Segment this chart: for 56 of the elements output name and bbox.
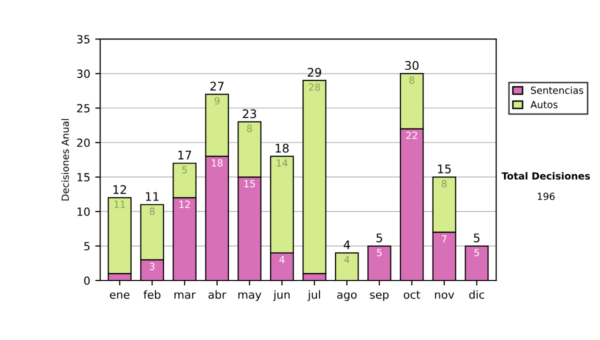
x-tick-label: sep: [370, 292, 389, 301]
y-tick-label: 5: [84, 242, 90, 250]
data-label: 12: [179, 200, 190, 208]
data-label: 28: [308, 83, 320, 91]
total-label: 12: [113, 185, 126, 194]
data-label: 7: [442, 235, 447, 242]
x-tick-label: nov: [435, 292, 454, 299]
data-label: 14: [276, 159, 288, 166]
data-label: 18: [212, 159, 223, 167]
x-tick-label: ene: [110, 292, 130, 299]
y-axis-title: Decisiones Anual: [61, 119, 69, 200]
total-label: 5: [376, 234, 382, 242]
total-label: 29: [308, 68, 322, 77]
text: Total Decisiones: [502, 172, 590, 180]
data-label: 8: [409, 76, 414, 84]
total-label: 18: [276, 144, 289, 153]
y-tick-label: 0: [84, 276, 90, 285]
data-label: 4: [344, 256, 350, 264]
x-tick-label: may: [238, 292, 262, 301]
data-label: 8: [247, 124, 252, 132]
x-tick-label: oct: [404, 290, 420, 299]
y-tick-label: 30: [77, 70, 90, 78]
x-tick-label: abr: [208, 290, 226, 299]
x-tick-label: jun: [273, 290, 290, 301]
legend-label: Autos: [530, 101, 558, 108]
data-label: 15: [244, 180, 255, 188]
data-label: 8: [442, 180, 447, 188]
x-tick-label: mar: [174, 292, 196, 299]
total-label: 4: [344, 240, 350, 250]
data-label: 5: [182, 166, 187, 174]
total-label: 11: [146, 192, 159, 201]
total-label: 27: [210, 82, 224, 90]
x-tick-label: feb: [143, 290, 160, 299]
x-tick-label: dic: [469, 290, 484, 299]
total-label: 5: [474, 234, 480, 242]
x-tick-label: ago: [337, 292, 357, 301]
data-label: 5: [474, 249, 479, 256]
text: 196: [538, 192, 555, 200]
total-label: 15: [438, 164, 451, 174]
y-tick-label: 15: [78, 173, 90, 182]
data-label: 5: [377, 249, 382, 256]
data-label: 3: [150, 262, 154, 270]
y-tick-label: 25: [77, 104, 90, 112]
data-label: 11: [114, 200, 125, 208]
y-tick-label: 10: [78, 208, 90, 216]
data-label: 9: [214, 97, 220, 105]
legend-label: Sentencias: [531, 86, 584, 94]
x-tick-label: jul: [308, 290, 320, 301]
y-tick-label: 35: [77, 35, 90, 44]
data-label: 22: [406, 132, 418, 139]
data-label: 8: [150, 208, 155, 215]
data-label: 4: [279, 256, 285, 264]
total-label: 17: [178, 150, 192, 160]
total-label: 23: [242, 109, 256, 118]
y-tick-label: 20: [77, 138, 90, 147]
total-label: 30: [405, 60, 419, 70]
